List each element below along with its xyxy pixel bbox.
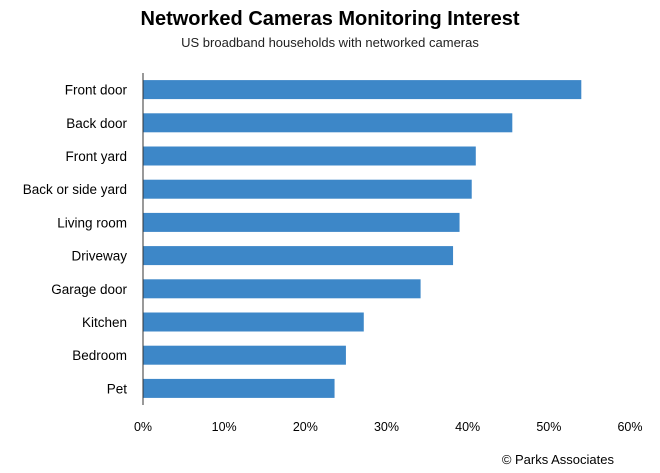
bar-driveway [143, 246, 454, 266]
bar-garage-door [143, 279, 421, 299]
x-tick-label: 40% [455, 420, 480, 434]
x-tick-label: 0% [134, 420, 152, 434]
bar-bedroom [143, 345, 346, 365]
category-label: Garage door [51, 282, 127, 297]
x-tick-label: 30% [374, 420, 399, 434]
bar-living-room [143, 212, 460, 232]
category-label: Front yard [65, 149, 127, 164]
category-label: Back door [66, 116, 127, 131]
bar-pet [143, 378, 335, 398]
x-tick-label: 20% [293, 420, 318, 434]
bar-back-door [143, 113, 513, 133]
category-label: Front door [65, 83, 128, 98]
bar-front-yard [143, 146, 476, 166]
bar-kitchen [143, 312, 364, 332]
category-label: Pet [107, 381, 128, 396]
bar-back-or-side-yard [143, 179, 472, 199]
category-label: Kitchen [82, 315, 127, 330]
source-credit: © Parks Associates [501, 452, 614, 467]
x-tick-label: 60% [617, 420, 642, 434]
bar-front-door [143, 80, 582, 100]
x-tick-label: 50% [536, 420, 561, 434]
category-label: Living room [57, 215, 127, 230]
category-label: Bedroom [72, 348, 127, 363]
category-label: Back or side yard [23, 182, 127, 197]
chart-title: Networked Cameras Monitoring Interest [140, 8, 520, 30]
x-tick-label: 10% [212, 420, 237, 434]
category-label: Driveway [71, 249, 127, 264]
chart-subtitle: US broadband households with networked c… [181, 35, 479, 50]
